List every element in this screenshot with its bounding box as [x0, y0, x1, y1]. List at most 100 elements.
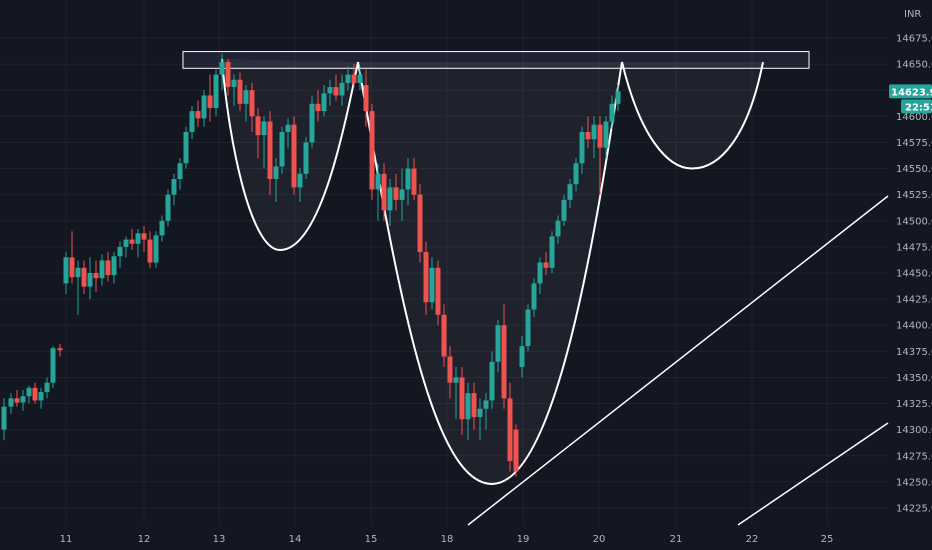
candle-down [82, 260, 87, 293]
candle-body [94, 273, 99, 278]
candle-body [382, 174, 387, 211]
candle-body [100, 260, 105, 278]
candle-body [27, 388, 32, 396]
candle-body [568, 184, 573, 200]
price-tick-label: 14525.00 [896, 190, 932, 201]
candle-body [610, 104, 615, 122]
candle-body [298, 174, 303, 188]
candle-body [142, 233, 147, 239]
candle-up [45, 377, 50, 398]
candle-body [118, 247, 123, 256]
candle-body [51, 348, 56, 382]
price-tick-label: 14475.00 [896, 242, 932, 253]
price-tick-label: 14375.00 [896, 347, 932, 358]
right-shoulder-projection [622, 62, 763, 169]
candle-body [2, 407, 7, 430]
candle-body [184, 132, 189, 163]
candle-up [304, 137, 309, 179]
candle-body [520, 346, 525, 367]
time-tick-label: 12 [138, 534, 151, 545]
candle-body [130, 240, 135, 244]
candle-body [478, 409, 483, 417]
candle-body [21, 396, 26, 402]
candle-body [388, 187, 393, 210]
candle-body [484, 400, 489, 408]
candle-body [574, 163, 579, 184]
candle-body [9, 398, 14, 406]
candle-body [238, 80, 243, 104]
candle-body [202, 95, 207, 118]
candle-body [460, 377, 465, 419]
candle-body [598, 125, 603, 148]
candle-down [70, 231, 75, 283]
candle-body [82, 268, 87, 287]
candle-body [214, 75, 219, 108]
time-tick-label: 25 [821, 534, 834, 545]
time-axis[interactable]: 11 12 13 14 15 18 19 20 21 22 25 [60, 534, 834, 545]
candle-body [352, 75, 357, 83]
time-tick-label: 21 [670, 534, 683, 545]
countdown-label: 22:51 [905, 102, 932, 113]
candle-body [496, 325, 501, 362]
time-tick-label: 19 [517, 534, 530, 545]
candle-body [166, 195, 171, 221]
candle-body [454, 377, 459, 382]
candle-body [154, 235, 159, 262]
time-tick-label: 22 [746, 534, 759, 545]
candle-up [112, 252, 117, 283]
candle-up [76, 260, 81, 314]
time-tick-label: 13 [213, 534, 226, 545]
candle-body [616, 91, 621, 104]
candle-body [340, 83, 345, 96]
candle-body [15, 398, 20, 402]
candle-body [526, 310, 531, 347]
candle-up [214, 69, 219, 116]
price-tick-label: 14300.00 [896, 425, 932, 436]
candle-down [370, 104, 375, 200]
time-tick-label: 11 [60, 534, 73, 545]
candle-body [412, 169, 417, 195]
price-tick-label: 14450.00 [896, 269, 932, 280]
candle-body [160, 221, 165, 236]
candle-down [418, 184, 423, 262]
currency-label: INR [904, 9, 921, 20]
head-curve [358, 62, 622, 484]
time-tick-label: 18 [441, 534, 454, 545]
candle-body [436, 268, 441, 315]
price-tick-label: 14500.00 [896, 216, 932, 227]
candle-body [604, 122, 609, 148]
candle-body [490, 362, 495, 401]
candle-body [538, 263, 543, 284]
candle-body [172, 179, 177, 195]
candle-up [550, 231, 555, 273]
candle-down [208, 75, 213, 122]
last-price-label: 14623.90 [891, 87, 932, 98]
candle-body [394, 187, 399, 200]
candle-up [526, 304, 531, 351]
candle-body [316, 104, 321, 111]
candle-down [94, 260, 99, 291]
candle-body [226, 62, 231, 87]
candle-down [292, 116, 297, 194]
candle-body [190, 111, 195, 132]
candle-up [202, 90, 207, 127]
candle-body [244, 90, 249, 104]
candle-up [136, 229, 141, 257]
candle-body [274, 166, 279, 179]
candle-body [292, 125, 297, 188]
candle-body [448, 357, 453, 383]
candle-body [39, 392, 44, 400]
candle-up [9, 393, 14, 414]
candle-body [286, 125, 291, 132]
candle-body [430, 268, 435, 302]
candle-body [508, 398, 513, 461]
candle-body [45, 383, 50, 392]
candle-body [88, 273, 93, 287]
price-tick-label: 14600.00 [896, 112, 932, 123]
candle-up [2, 398, 7, 440]
candle-up [64, 252, 69, 294]
price-axis[interactable]: 14225.00 14250.00 14275.00 14300.00 14325.00… [889, 9, 932, 515]
candle-body [220, 62, 225, 75]
candle-up [27, 386, 32, 404]
